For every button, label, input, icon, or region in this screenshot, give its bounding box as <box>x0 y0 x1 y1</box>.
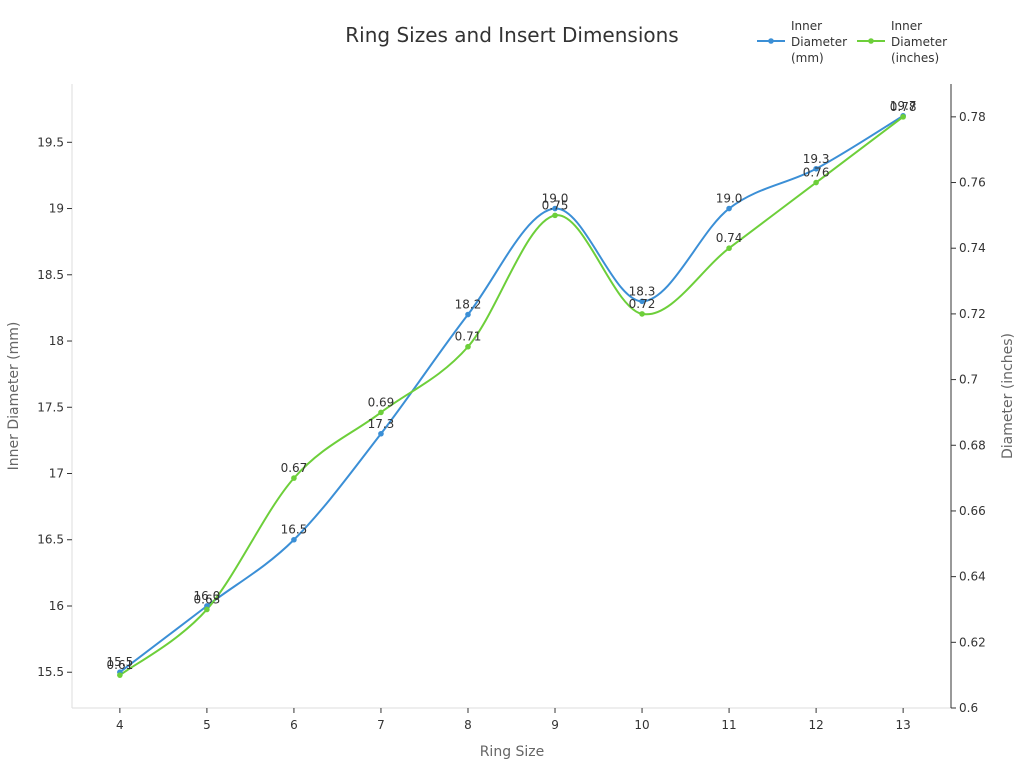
data-label: 19.3 <box>803 152 830 166</box>
data-point <box>291 536 297 543</box>
y-tick-label: 16.5 <box>37 533 64 547</box>
y2-tick-label: 0.7 <box>959 373 978 387</box>
x-tick-label: 6 <box>290 718 298 732</box>
y-tick-label: 17 <box>49 467 64 481</box>
legend-label: Inner <box>891 19 922 33</box>
legend-label: (inches) <box>891 51 939 65</box>
data-label: 0.67 <box>281 461 308 475</box>
data-point <box>291 475 297 481</box>
x-axis-title: Ring Size <box>480 744 545 760</box>
y2-tick-label: 0.64 <box>959 570 986 584</box>
series-points <box>117 112 906 678</box>
data-label: 0.74 <box>716 231 743 245</box>
data-point <box>378 430 384 437</box>
legend-label: (mm) <box>791 51 824 65</box>
x-tick-label: 7 <box>377 718 385 732</box>
chart-title: Ring Sizes and Insert Dimensions <box>345 23 678 47</box>
data-point <box>552 212 558 219</box>
data-point <box>813 165 819 172</box>
y-tick-label: 16 <box>49 599 64 613</box>
data-point <box>813 179 819 186</box>
x-tick-label: 11 <box>721 718 736 732</box>
y-tick-label: 17.5 <box>37 400 64 414</box>
y-tick-label: 15.5 <box>37 665 64 679</box>
legend: Inner Diameter (mm) Inner Diameter (inches) <box>757 19 947 65</box>
data-point <box>378 409 384 416</box>
y2-tick-label: 0.78 <box>959 110 986 124</box>
data-label: 0.69 <box>368 395 395 409</box>
right-axis-title: Diameter (inches) <box>1000 333 1016 459</box>
data-label: 0.72 <box>629 297 656 311</box>
x-tick-label: 10 <box>634 718 649 732</box>
series-line-1 <box>119 114 904 674</box>
data-label: 0.76 <box>803 166 830 180</box>
y2-tick-label: 0.6 <box>959 701 978 715</box>
data-label: 0.75 <box>542 198 569 212</box>
data-label: 0.78 <box>890 100 917 114</box>
data-point <box>900 114 906 120</box>
left-axis-ticks: 15.5 16 16.5 17 17.5 18 18.5 19 19.5 <box>37 135 72 679</box>
legend-swatch-marker <box>768 38 774 44</box>
data-label: 0.71 <box>455 330 482 344</box>
legend-swatch-marker <box>868 38 874 44</box>
legend-item-1: Inner Diameter (mm) <box>757 19 847 65</box>
data-point <box>639 298 645 305</box>
y2-tick-label: 0.76 <box>959 176 986 190</box>
data-label: 16.0 <box>194 589 221 603</box>
data-label: 19.0 <box>542 192 569 206</box>
legend-label: Inner <box>791 19 822 33</box>
axes <box>71 84 952 709</box>
series-line-2 <box>119 116 904 676</box>
y-tick-label: 18 <box>49 334 64 348</box>
x-axis-ticks: 4 5 6 7 8 9 10 11 12 13 <box>116 708 911 732</box>
right-axis-ticks: 0.6 0.62 0.64 0.66 0.68 0.7 0.72 0.74 0.76 0.78 <box>951 110 986 715</box>
data-label: 18.3 <box>629 284 656 298</box>
legend-item-2: Inner Diameter (inches) <box>857 19 947 65</box>
data-point <box>726 205 732 212</box>
data-point <box>117 672 123 678</box>
legend-label: Diameter <box>791 35 847 49</box>
data-point <box>465 311 471 318</box>
y-tick-label: 19 <box>49 202 64 216</box>
x-tick-label: 12 <box>808 718 823 732</box>
x-tick-label: 5 <box>203 718 211 732</box>
data-label: 19.0 <box>716 192 743 206</box>
data-point <box>726 245 732 252</box>
left-axis-title: Inner Diameter (mm) <box>6 322 22 471</box>
data-label: 19.7 <box>890 99 917 113</box>
data-labels: 15.5 16.0 16.5 17.3 18.2 19.0 18.3 19.0 19.3 19.7… <box>107 99 917 672</box>
x-tick-label: 13 <box>895 718 910 732</box>
data-point <box>639 311 645 317</box>
data-label: 18.2 <box>455 298 482 312</box>
y2-tick-label: 0.62 <box>959 635 986 649</box>
data-label: 17.3 <box>368 417 395 431</box>
y2-tick-label: 0.68 <box>959 438 986 452</box>
x-tick-label: 4 <box>116 718 124 732</box>
y2-tick-label: 0.72 <box>959 307 986 321</box>
data-label: 0.63 <box>194 592 221 606</box>
legend-label: Diameter <box>891 35 947 49</box>
x-tick-label: 8 <box>464 718 472 732</box>
x-tick-label: 9 <box>551 718 559 732</box>
y2-tick-label: 0.66 <box>959 504 986 518</box>
data-point <box>465 343 471 350</box>
y-tick-label: 18.5 <box>37 268 64 282</box>
y-tick-label: 19.5 <box>37 135 64 149</box>
data-point <box>204 606 210 613</box>
series-lines <box>119 114 904 676</box>
data-label: 15.5 <box>107 655 134 669</box>
y2-tick-label: 0.74 <box>959 241 986 255</box>
data-point <box>552 205 558 212</box>
data-label: 16.5 <box>281 523 308 537</box>
data-label: 0.61 <box>107 658 134 672</box>
